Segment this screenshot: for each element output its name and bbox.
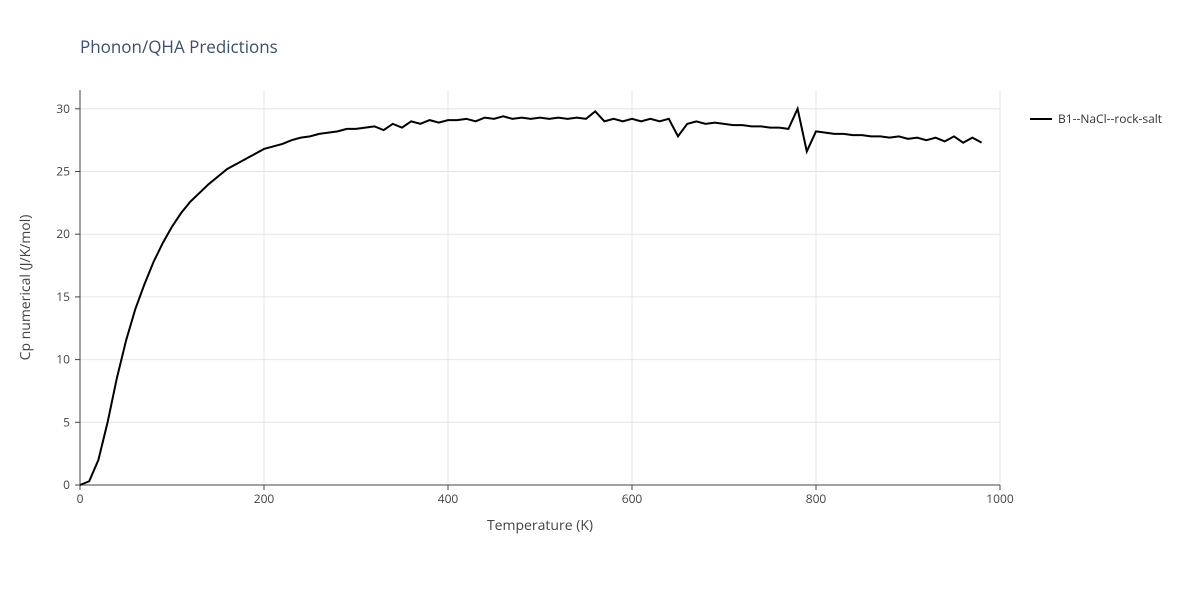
x-tick-label: 400 (438, 490, 459, 507)
y-tick-label: 15 (56, 288, 70, 305)
y-axis-label: Cp numerical (J/K/mol) (16, 215, 35, 361)
x-tick-label: 600 (622, 490, 643, 507)
x-tick-label: 800 (806, 490, 827, 507)
y-tick-label: 10 (56, 351, 70, 368)
legend-label: B1--NaCl--rock-salt (1058, 110, 1162, 127)
legend-swatch (1030, 118, 1052, 120)
y-tick-label: 30 (56, 100, 70, 117)
chart-title: Phonon/QHA Predictions (80, 35, 278, 58)
x-tick-label: 0 (77, 490, 84, 507)
x-tick-label: 200 (254, 490, 275, 507)
y-tick-label: 0 (63, 476, 70, 493)
plot-svg: 02004006008001000051015202530Temperature… (80, 90, 1000, 560)
x-axis-label: Temperature (K) (487, 516, 593, 535)
legend: B1--NaCl--rock-salt (1030, 110, 1162, 127)
x-tick-label: 1000 (986, 490, 1014, 507)
y-tick-label: 25 (56, 163, 70, 180)
y-tick-label: 5 (63, 413, 70, 430)
chart-container: Phonon/QHA Predictions 02004006008001000… (0, 0, 1200, 600)
y-tick-label: 20 (56, 225, 70, 242)
plot-area: 02004006008001000051015202530Temperature… (80, 90, 1000, 485)
